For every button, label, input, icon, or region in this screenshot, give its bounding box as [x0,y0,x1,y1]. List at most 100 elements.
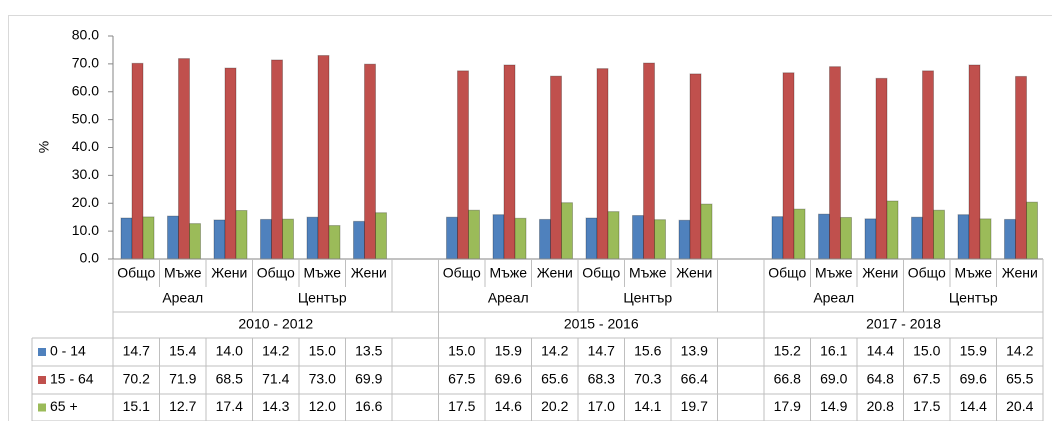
bar [131,62,144,260]
table-value: 15.1 [123,398,150,414]
table-value: 14.4 [960,398,987,414]
bar [503,64,516,260]
legend-key [38,348,46,356]
bar [306,216,319,260]
table-value: 67.5 [448,371,475,387]
bar [840,216,852,260]
y-tick-label: 60.0 [72,82,99,98]
y-tick-label: 0.0 [80,250,100,266]
y-tick-label: 10.0 [72,222,99,238]
x-tick-label: Мъже [629,265,667,281]
table-value: 14.2 [1006,343,1033,359]
table-value: 17.4 [216,398,243,414]
table-value: 20.8 [867,398,894,414]
table-value: 14.2 [262,343,289,359]
bar [1004,218,1016,260]
bar [213,219,226,260]
table-value: 14.7 [588,343,615,359]
subgroup-label: Ареал [488,290,529,306]
legend-key [38,376,46,384]
table-value: 12.7 [169,398,196,414]
bar [550,75,562,260]
table-value: 14.3 [262,398,289,414]
y-axis-label: % [36,141,52,153]
x-tick-label: Общо [117,265,155,281]
bar [120,217,133,260]
table-value: 69.6 [495,371,522,387]
subgroup-label: Център [949,290,998,306]
bar [1015,75,1027,260]
bar [189,223,201,260]
bar [317,55,330,260]
bar [607,211,620,260]
bar [864,218,877,260]
bar [353,220,365,260]
legend-label: 65 + [50,398,78,414]
table-value: 65.5 [1006,371,1033,387]
table-value: 14.1 [634,398,661,414]
bar [260,218,272,260]
table-value: 69.0 [820,371,847,387]
bar [875,77,888,260]
bar [596,68,609,260]
table-value: 15.9 [960,343,987,359]
bar [457,70,469,260]
y-tick-label: 40.0 [72,138,99,154]
x-tick-label: Жени [537,265,573,281]
bar [957,214,970,260]
bar [911,216,923,260]
table-value: 15.6 [634,343,661,359]
table-value: 15.0 [913,343,940,359]
table-value: 64.8 [867,371,894,387]
bar [364,63,376,260]
bar [1026,201,1038,260]
table-value: 65.6 [541,371,568,387]
table-value: 14.6 [495,398,522,414]
y-tick-label: 80.0 [72,27,99,43]
bar [271,59,283,260]
bar [678,219,691,260]
table-value: 14.0 [216,343,243,359]
table-value: 15.2 [774,343,801,359]
table-value: 17.5 [913,398,940,414]
period-label: 2010 - 2012 [238,316,313,332]
bar [922,70,934,260]
bar [632,215,644,260]
x-tick-label: Жени [1002,265,1038,281]
table-value: 16.6 [355,398,382,414]
bar [585,217,598,260]
bar [886,200,899,260]
bar [167,215,179,260]
table-value: 14.2 [541,343,568,359]
x-tick-label: Жени [211,265,247,281]
table-value: 12.0 [309,398,336,414]
x-tick-label: Мъже [815,265,853,281]
x-tick-label: Жени [351,265,387,281]
bar [782,72,795,260]
bar [829,66,841,260]
subgroup-label: Център [298,290,347,306]
table-value: 71.4 [262,371,289,387]
x-tick-label: Мъже [489,265,527,281]
bar [492,214,505,260]
y-tick-label: 30.0 [72,166,99,182]
legend-key [38,403,46,412]
bar [328,225,341,260]
bar [178,58,190,260]
bar [771,216,784,260]
table-value: 17.0 [588,398,615,414]
table-value: 14.9 [820,398,847,414]
bar [514,217,527,260]
table-value: 17.5 [448,398,475,414]
table-value: 68.5 [216,371,243,387]
bar [933,209,945,260]
bar [968,64,981,260]
subgroup-label: Ареал [813,290,854,306]
table-value: 66.8 [774,371,801,387]
bar [700,203,713,260]
table-value: 68.3 [588,371,615,387]
bar [235,209,248,260]
bar [539,218,551,260]
x-tick-label: Общо [443,265,481,281]
